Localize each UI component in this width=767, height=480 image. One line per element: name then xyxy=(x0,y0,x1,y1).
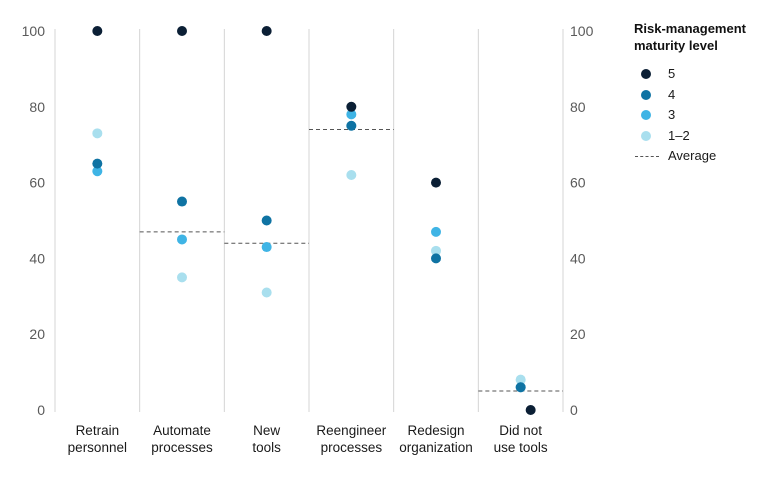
average-lines xyxy=(139,129,563,392)
data-point xyxy=(177,26,187,36)
legend-item-average: Average xyxy=(634,146,764,167)
data-point xyxy=(92,158,103,169)
legend-item-3: 3 xyxy=(634,105,764,126)
data-points xyxy=(92,26,536,415)
legend-swatch xyxy=(641,89,651,100)
y-tick-label-left: 60 xyxy=(29,175,45,191)
y-tick-label-left: 100 xyxy=(22,23,46,39)
y-axis-left: 0 20 40 60 80 100 xyxy=(22,23,46,418)
data-point xyxy=(346,170,357,181)
y-tick-label-left: 40 xyxy=(29,250,45,266)
y-tick-label-left: 0 xyxy=(37,402,45,418)
category-labels: Retrain personnel Automate processes New tool… xyxy=(68,423,548,455)
category-label: Retrain xyxy=(76,423,120,438)
data-point xyxy=(431,177,441,188)
data-point xyxy=(261,26,272,36)
data-point xyxy=(177,272,187,283)
data-point xyxy=(515,374,526,385)
legend-swatch xyxy=(641,130,651,141)
data-point xyxy=(515,382,526,393)
legend-swatch xyxy=(641,69,651,79)
data-point xyxy=(261,242,272,253)
y-tick-label-left: 20 xyxy=(29,326,45,342)
legend-dash-swatch xyxy=(635,156,659,157)
category-label: Reengineer xyxy=(316,423,386,438)
legend: Risk-management maturity level 5 4 3 1–2… xyxy=(634,20,764,167)
category-label: Did not xyxy=(499,423,542,438)
data-point xyxy=(261,287,272,298)
category-label: processes xyxy=(151,440,213,455)
data-point xyxy=(431,245,441,256)
category-label: tools xyxy=(252,440,281,455)
data-point xyxy=(92,26,103,36)
legend-label: Average xyxy=(668,148,717,163)
legend-item-1-2: 1–2 xyxy=(634,126,764,147)
data-point xyxy=(431,226,441,237)
data-point xyxy=(431,253,441,264)
legend-item-4: 4 xyxy=(634,85,764,106)
data-point xyxy=(177,196,187,207)
legend-title: Risk-management maturity level xyxy=(634,21,746,53)
data-point xyxy=(261,215,272,226)
category-label: Redesign xyxy=(407,423,464,438)
legend-item-5: 5 xyxy=(634,64,764,85)
legend-label: 3 xyxy=(668,107,676,122)
legend-label: 4 xyxy=(668,86,676,102)
data-point xyxy=(525,405,536,415)
y-axis-right: 0 20 40 60 80 100 xyxy=(570,23,594,418)
y-tick-label-right: 40 xyxy=(570,250,586,266)
data-point xyxy=(346,109,357,120)
y-tick-label-right: 0 xyxy=(570,402,578,418)
data-point xyxy=(346,120,357,131)
category-label: personnel xyxy=(68,440,127,455)
y-tick-label-right: 100 xyxy=(570,23,594,39)
category-label: processes xyxy=(321,440,383,455)
category-label: organization xyxy=(399,440,473,455)
data-point xyxy=(177,234,187,245)
data-point xyxy=(346,101,357,112)
category-dividers xyxy=(54,29,564,412)
data-point xyxy=(92,166,103,177)
legend-label: 5 xyxy=(668,66,676,81)
y-tick-label-right: 60 xyxy=(570,175,586,191)
category-label: Automate xyxy=(153,423,211,438)
data-point xyxy=(92,128,103,139)
y-tick-label-right: 20 xyxy=(570,326,586,342)
y-tick-label-right: 80 xyxy=(570,99,586,115)
category-label: New xyxy=(253,423,280,438)
y-tick-label-left: 80 xyxy=(29,99,45,115)
legend-label: 1–2 xyxy=(668,127,690,143)
legend-swatch xyxy=(641,110,651,120)
category-label: use tools xyxy=(494,440,548,455)
